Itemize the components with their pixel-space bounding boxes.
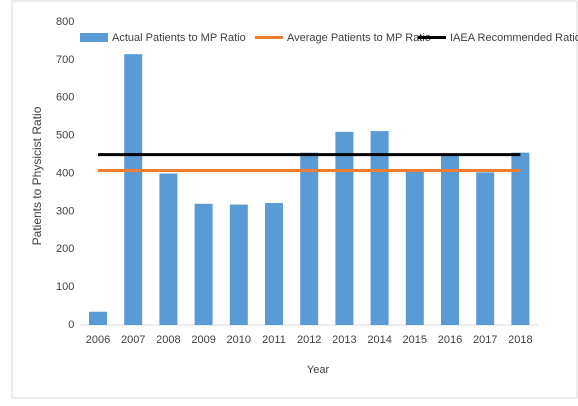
legend-label: Average Patients to MP Ratio [287, 32, 431, 44]
bar [511, 152, 530, 325]
x-tick-label: 2018 [508, 334, 532, 346]
legend-label: Actual Patients to MP Ratio [112, 32, 246, 44]
y-tick-label: 500 [56, 130, 74, 142]
x-tick-label: 2011 [262, 334, 286, 346]
y-tick-label: 300 [56, 205, 74, 217]
bar [335, 131, 354, 325]
y-tick-label: 400 [56, 167, 74, 179]
y-tick-label: 0 [68, 319, 74, 331]
y-tick-label: 200 [56, 243, 74, 255]
bar [194, 203, 213, 325]
y-axis-label: Patients to Physicist Ratio [30, 106, 44, 245]
bar [300, 152, 319, 325]
bar [159, 173, 178, 325]
x-tick-label: 2016 [438, 334, 462, 346]
x-axis-label: Year [307, 364, 330, 376]
legend-swatch [80, 33, 108, 42]
bar [124, 54, 143, 325]
x-tick-label: 2017 [473, 334, 497, 346]
x-tick-label: 2015 [403, 334, 427, 346]
bar [89, 311, 107, 325]
bar [370, 131, 389, 325]
x-tick-label: 2013 [332, 334, 356, 346]
x-tick-label: 2006 [86, 334, 110, 346]
y-tick-label: 600 [56, 92, 74, 104]
x-tick-label: 2009 [191, 334, 215, 346]
y-tick-label: 700 [56, 54, 74, 66]
bar [441, 154, 459, 325]
x-tick-label: 2014 [367, 334, 391, 346]
y-tick-label: 100 [56, 281, 74, 293]
bar [229, 204, 248, 325]
x-tick-label: 2010 [227, 334, 251, 346]
bar [476, 172, 495, 325]
x-tick-label: 2012 [297, 334, 321, 346]
bar [405, 171, 424, 325]
y-tick-label: 800 [56, 16, 74, 28]
bar [265, 203, 283, 325]
x-tick-label: 2007 [121, 334, 145, 346]
x-tick-label: 2008 [156, 334, 180, 346]
legend-label: IAEA Recommended Ratio [450, 32, 578, 44]
